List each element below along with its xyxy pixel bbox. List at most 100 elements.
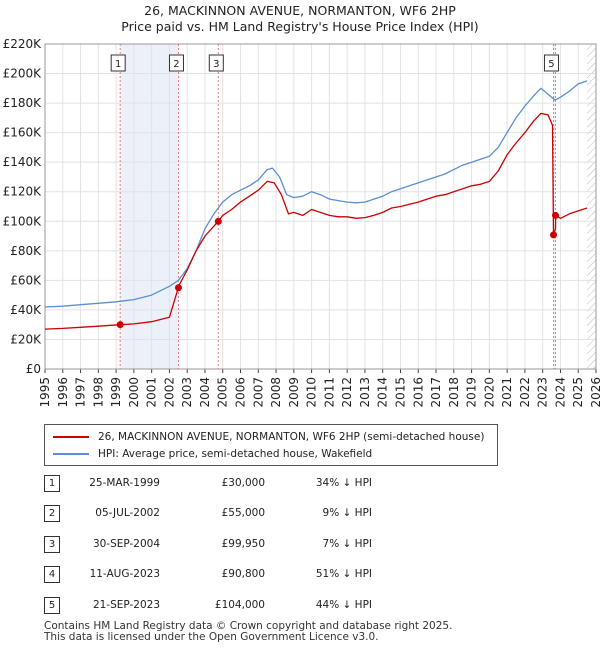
x-tick-label: 1998 [91, 377, 105, 408]
sale-price: £99,950 [221, 538, 265, 550]
shaded-period [120, 44, 179, 369]
sale-date: 25-MAR-1999 [89, 477, 160, 489]
sale-date: 21-SEP-2023 [92, 599, 160, 611]
x-tick-label: 2023 [536, 377, 550, 408]
x-tick-label: 1999 [109, 377, 123, 408]
x-tick-label: 2003 [180, 377, 194, 408]
x-tick-label: 2015 [393, 377, 407, 408]
y-tick-label: £120K [3, 185, 43, 199]
table-row: 3 30-SEP-2004 £99,950 7% ↓ HPI [0, 535, 600, 555]
footer-copyright: Contains HM Land Registry data © Crown c… [44, 620, 453, 632]
sale-price: £55,000 [221, 507, 265, 519]
sale-hpi-diff: 7% ↓ HPI [322, 538, 372, 550]
shaded-period [553, 44, 556, 369]
sale-number-box [208, 54, 224, 72]
x-tick-label: 2007 [251, 377, 265, 408]
property-price-line [44, 112, 588, 330]
sale-number: 3 [44, 536, 60, 553]
table-row: 1 25-MAR-1999 £30,000 34% ↓ HPI [0, 474, 600, 494]
legend: 26, MACKINNON AVENUE, NORMANTON, WF6 2HP… [44, 424, 498, 466]
sale-point [551, 211, 559, 219]
x-tick-label: 2011 [322, 377, 336, 408]
sale-price: £90,800 [221, 568, 265, 580]
hatched-region [587, 44, 596, 369]
chart-title: 26, MACKINNON AVENUE, NORMANTON, WF6 2HP [144, 3, 456, 18]
x-tick-label: 1997 [74, 377, 88, 408]
table-row: 5 21-SEP-2023 £104,000 44% ↓ HPI [0, 596, 600, 616]
x-tick-label: 2014 [376, 377, 390, 408]
sale-number: 4 [44, 566, 60, 583]
x-tick-label: 2013 [358, 377, 372, 408]
sale-point [550, 231, 558, 239]
chart-subtitle: Price paid vs. HM Land Registry's House … [121, 19, 479, 34]
x-tick-label: 2026 [589, 377, 600, 408]
sale-date: 05-JUL-2002 [95, 507, 160, 519]
x-tick-label: 2018 [447, 377, 461, 408]
sale-number: 2 [44, 505, 60, 522]
sale-date: 11-AUG-2023 [89, 568, 160, 580]
sale-number-label: 1 [115, 59, 121, 70]
x-tick-label: 1996 [56, 377, 70, 408]
y-tick-label: £80K [10, 244, 42, 258]
y-tick-label: £220K [3, 37, 43, 51]
sale-hpi-diff: 9% ↓ HPI [322, 507, 372, 519]
table-row: 4 11-AUG-2023 £90,800 51% ↓ HPI [0, 565, 600, 585]
x-tick-label: 2021 [500, 377, 514, 408]
sale-hpi-diff: 51% ↓ HPI [315, 568, 372, 580]
sale-number: 1 [44, 475, 60, 492]
y-tick-label: £0 [26, 362, 41, 376]
hpi-line [44, 80, 588, 308]
sale-number: 5 [44, 597, 60, 614]
legend-label-hpi: HPI: Average price, semi-detached house,… [98, 448, 373, 460]
x-tick-label: 2017 [429, 377, 443, 408]
x-tick-label: 2004 [198, 377, 212, 408]
y-tick-label: £20K [10, 332, 42, 346]
x-tick-label: 2006 [234, 377, 248, 408]
x-tick-label: 2002 [162, 377, 176, 408]
sale-hpi-diff: 34% ↓ HPI [315, 477, 372, 489]
sale-number-box [110, 54, 126, 72]
y-tick-label: £200K [3, 67, 43, 81]
x-tick-label: 1995 [38, 377, 52, 408]
legend-item-hpi: HPI: Average price, semi-detached house,… [53, 446, 372, 462]
sale-point [174, 284, 182, 292]
x-tick-label: 2008 [269, 377, 283, 408]
y-tick-label: £40K [10, 303, 42, 317]
legend-label-property: 26, MACKINNON AVENUE, NORMANTON, WF6 2HP… [98, 431, 485, 443]
price-chart: £0 £20K £40K £60K £80K £100K £120K £140K £160K £1… [3, 37, 600, 408]
legend-swatch-hpi [53, 453, 89, 455]
y-tick-label: £60K [10, 273, 42, 287]
x-tick-label: 2009 [287, 377, 301, 408]
sale-point [116, 321, 124, 329]
y-tick-label: £160K [3, 126, 43, 140]
sale-number-label: 3 [213, 59, 219, 70]
x-tick-label: 2020 [482, 377, 496, 408]
x-tick-label: 2019 [465, 377, 479, 408]
x-tick-label: 2001 [145, 377, 159, 408]
x-tick-label: 2025 [571, 377, 585, 408]
sale-price: £30,000 [221, 477, 265, 489]
x-tick-label: 2024 [553, 377, 567, 408]
y-tick-label: £180K [3, 96, 43, 110]
plot-border [44, 43, 597, 370]
legend-item-property: 26, MACKINNON AVENUE, NORMANTON, WF6 2HP… [53, 429, 484, 445]
sale-hpi-diff: 44% ↓ HPI [315, 599, 372, 611]
x-tick-label: 2005 [216, 377, 230, 408]
table-row: 2 05-JUL-2002 £55,000 9% ↓ HPI [0, 504, 600, 524]
x-tick-label: 2022 [518, 377, 532, 408]
sale-number-box [168, 54, 184, 72]
sale-price: £104,000 [214, 599, 265, 611]
x-tick-label: 2010 [305, 377, 319, 408]
sale-number-label: 5 [548, 59, 554, 70]
sale-date: 30-SEP-2004 [92, 538, 160, 550]
x-tick-label: 2000 [127, 377, 141, 408]
sale-number-box [543, 54, 559, 72]
x-tick-label: 2012 [340, 377, 354, 408]
y-tick-label: £100K [3, 214, 43, 228]
x-tick-label: 2016 [411, 377, 425, 408]
footer-licence: This data is licensed under the Open Gov… [44, 631, 379, 643]
y-tick-label: £140K [3, 155, 43, 169]
sale-number-label: 2 [173, 59, 179, 70]
sale-point [214, 217, 222, 225]
legend-swatch-property [53, 436, 89, 438]
